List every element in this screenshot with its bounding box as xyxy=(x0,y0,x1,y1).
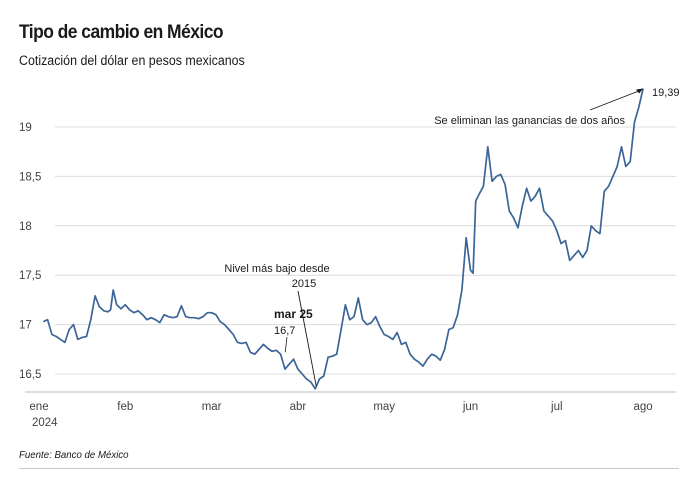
arrowhead-icon xyxy=(636,88,644,94)
annotation-text: 16,7 xyxy=(274,325,295,337)
annotations: Nivel más bajo desde 2015 mar 25 16,7 Se eli… xyxy=(224,87,680,386)
annotation-text: Se eliminan las ganancias de dos años xyxy=(434,115,625,127)
y-tick-label: 18 xyxy=(19,221,32,233)
series-group xyxy=(42,88,644,390)
y-tick-label: 19 xyxy=(19,122,32,134)
bottom-divider xyxy=(19,468,679,469)
y-axis-ticks: 16,5 17 17,5 18 18,5 19 xyxy=(19,122,41,381)
y-tick-label: 17 xyxy=(19,320,32,332)
gridlines xyxy=(55,126,676,375)
x-tick-label: ago xyxy=(634,401,653,413)
x-year-label: 2024 xyxy=(32,417,58,429)
annotation-leader xyxy=(589,90,641,111)
annotation-leader xyxy=(297,290,317,386)
x-tick-label: ene xyxy=(29,401,48,413)
annotation-text: 2015 xyxy=(292,278,316,290)
x-axis-ticks: ene feb mar abr may jun jul ago 2024 xyxy=(25,391,676,429)
y-tick-label: 16,5 xyxy=(19,369,41,381)
y-tick-label: 18,5 xyxy=(19,171,41,183)
annotation-leader xyxy=(284,336,288,353)
x-tick-label: mar xyxy=(202,401,222,413)
annotation-text: mar 25 xyxy=(274,307,313,321)
x-tick-label: feb xyxy=(117,401,133,413)
chart-title: Tipo de cambio en México xyxy=(19,22,224,43)
series-line xyxy=(42,88,644,390)
end-value-label: 19,39 xyxy=(652,87,680,99)
x-tick-label: jun xyxy=(462,401,478,413)
y-tick-label: 17,5 xyxy=(19,270,41,282)
source-note: Fuente: Banco de México xyxy=(19,449,129,461)
chart-subtitle: Cotización del dólar en pesos mexicanos xyxy=(19,53,245,68)
x-tick-label: jul xyxy=(550,401,563,413)
annotation-text: Nivel más bajo desde xyxy=(224,263,329,275)
x-tick-label: abr xyxy=(290,401,307,413)
x-tick-label: may xyxy=(373,401,395,413)
